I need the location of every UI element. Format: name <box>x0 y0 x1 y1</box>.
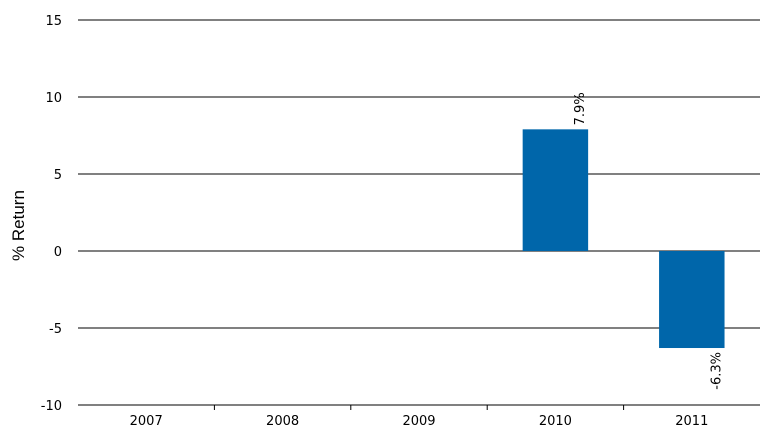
x-tick-labels: 2007 2008 2009 2010 2011 <box>130 414 709 429</box>
y-tick-label: 0 <box>54 245 62 260</box>
data-label-2010: 7.9% <box>573 92 588 125</box>
data-label-2011: -6.3% <box>710 352 725 390</box>
x-tick-label: 2008 <box>266 414 299 429</box>
x-tick-label: 2010 <box>539 414 572 429</box>
gridlines <box>78 19 760 406</box>
y-tick-label: -5 <box>49 322 62 337</box>
y-tick-label: 5 <box>54 168 62 183</box>
y-tick-labels: 15 10 5 0 -5 -10 <box>41 14 62 414</box>
bar-2011 <box>659 251 725 349</box>
x-tick-label: 2011 <box>675 414 708 429</box>
y-axis-title: % Return <box>9 190 28 261</box>
bars <box>522 129 725 349</box>
bar-2010 <box>522 129 589 251</box>
x-axis <box>78 404 760 410</box>
y-tick-label: 10 <box>45 91 62 106</box>
y-tick-label: -10 <box>41 399 62 414</box>
x-tick-label: 2007 <box>130 414 163 429</box>
y-tick-label: 15 <box>45 14 62 29</box>
data-labels: 7.9% -6.3% <box>573 92 724 389</box>
x-tick-label: 2009 <box>402 414 435 429</box>
